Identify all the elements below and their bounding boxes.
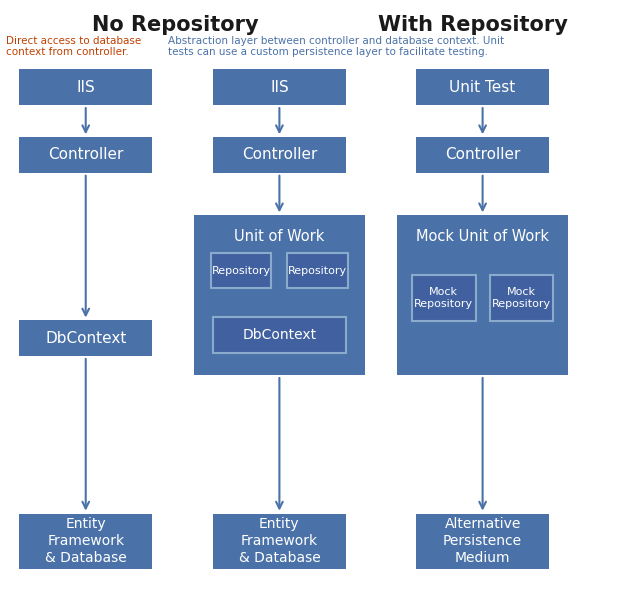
FancyBboxPatch shape	[211, 253, 271, 288]
Text: Mock Unit of Work: Mock Unit of Work	[416, 229, 549, 244]
Text: Entity
Framework
& Database: Entity Framework & Database	[239, 517, 320, 566]
Text: With Repository: With Repository	[378, 15, 568, 36]
Text: No Repository: No Repository	[92, 15, 258, 36]
FancyBboxPatch shape	[19, 137, 152, 173]
FancyBboxPatch shape	[213, 137, 346, 173]
FancyBboxPatch shape	[416, 69, 549, 105]
Text: Mock
Repository: Mock Repository	[491, 287, 551, 309]
Text: Unit of Work: Unit of Work	[234, 229, 324, 244]
Text: Repository: Repository	[211, 266, 271, 276]
Text: Alternative
Persistence
Medium: Alternative Persistence Medium	[443, 517, 522, 566]
Text: Mock
Repository: Mock Repository	[414, 287, 474, 309]
FancyBboxPatch shape	[416, 514, 549, 569]
FancyBboxPatch shape	[213, 69, 346, 105]
Text: IIS: IIS	[270, 80, 289, 95]
FancyBboxPatch shape	[19, 320, 152, 356]
FancyBboxPatch shape	[397, 215, 568, 375]
Text: Unit Test: Unit Test	[450, 80, 516, 95]
Text: Direct access to database
context from controller.: Direct access to database context from c…	[6, 36, 142, 57]
FancyBboxPatch shape	[213, 514, 346, 569]
FancyBboxPatch shape	[288, 253, 348, 288]
Text: Abstraction layer between controller and database context. Unit
tests can use a : Abstraction layer between controller and…	[168, 36, 504, 57]
FancyBboxPatch shape	[416, 137, 549, 173]
Text: DbContext: DbContext	[243, 328, 316, 342]
FancyBboxPatch shape	[412, 276, 476, 321]
Text: IIS: IIS	[76, 80, 95, 95]
Text: Controller: Controller	[445, 148, 520, 162]
FancyBboxPatch shape	[194, 215, 365, 375]
FancyBboxPatch shape	[19, 514, 152, 569]
Text: Repository: Repository	[288, 266, 347, 276]
Text: Controller: Controller	[242, 148, 317, 162]
Text: Controller: Controller	[48, 148, 123, 162]
Text: DbContext: DbContext	[45, 331, 126, 346]
Text: Entity
Framework
& Database: Entity Framework & Database	[45, 517, 126, 566]
FancyBboxPatch shape	[213, 317, 346, 353]
FancyBboxPatch shape	[490, 276, 553, 321]
FancyBboxPatch shape	[19, 69, 152, 105]
